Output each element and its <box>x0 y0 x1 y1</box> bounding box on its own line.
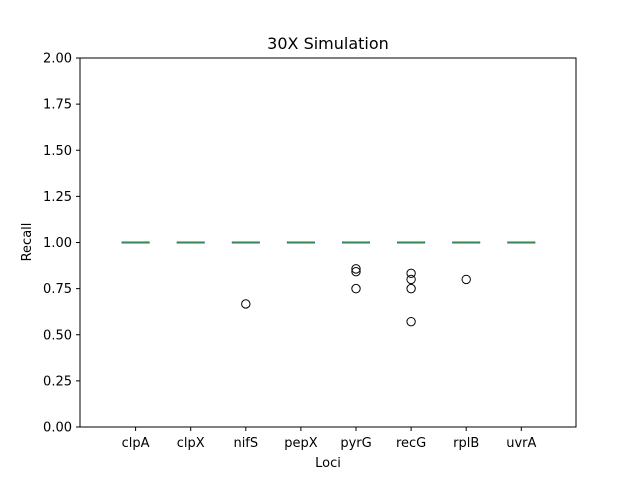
y-axis-label: Recall <box>20 223 35 262</box>
x-tick-label: rplB <box>453 436 479 451</box>
outlier-point <box>351 264 361 274</box>
x-tick-label: pepX <box>284 436 318 451</box>
chart-title: 30X Simulation <box>267 34 389 53</box>
y-tick-label: 2.00 <box>43 52 72 67</box>
y-axis-ticks: 0.00 0.25 0.50 0.75 1.00 1.25 1.50 1.75 2.00 <box>43 52 80 436</box>
y-tick-label: 1.75 <box>43 98 72 113</box>
y-tick-label: 0.50 <box>43 328 72 343</box>
y-tick-label: 0.00 <box>43 421 72 436</box>
y-tick-label: 0.25 <box>43 374 72 389</box>
outlier-point <box>406 283 416 294</box>
y-tick-label: 0.75 <box>43 282 72 297</box>
outlier-point <box>406 274 416 285</box>
y-tick-label: 1.50 <box>43 144 72 159</box>
x-axis-ticks: clpA clpX nifS pepX pyrG recG rplB uvrA <box>122 427 536 451</box>
y-tick-label: 1.25 <box>43 190 72 205</box>
outlier-point <box>351 266 361 277</box>
outlier-point <box>406 268 416 279</box>
x-tick-label: recG <box>396 436 426 451</box>
x-tick-label: clpA <box>122 436 150 451</box>
x-tick-label: clpX <box>177 436 205 451</box>
plot-area <box>121 241 536 327</box>
outlier-point <box>241 299 251 309</box>
outlier-point <box>406 316 416 327</box>
x-tick-label: nifS <box>233 436 258 451</box>
x-tick-label: uvrA <box>506 436 536 451</box>
y-tick-label: 1.00 <box>43 236 72 251</box>
x-tick-label: pyrG <box>340 436 371 451</box>
x-axis-label: Loci <box>315 456 341 471</box>
outlier-point <box>461 274 471 285</box>
outlier-point <box>351 283 361 294</box>
